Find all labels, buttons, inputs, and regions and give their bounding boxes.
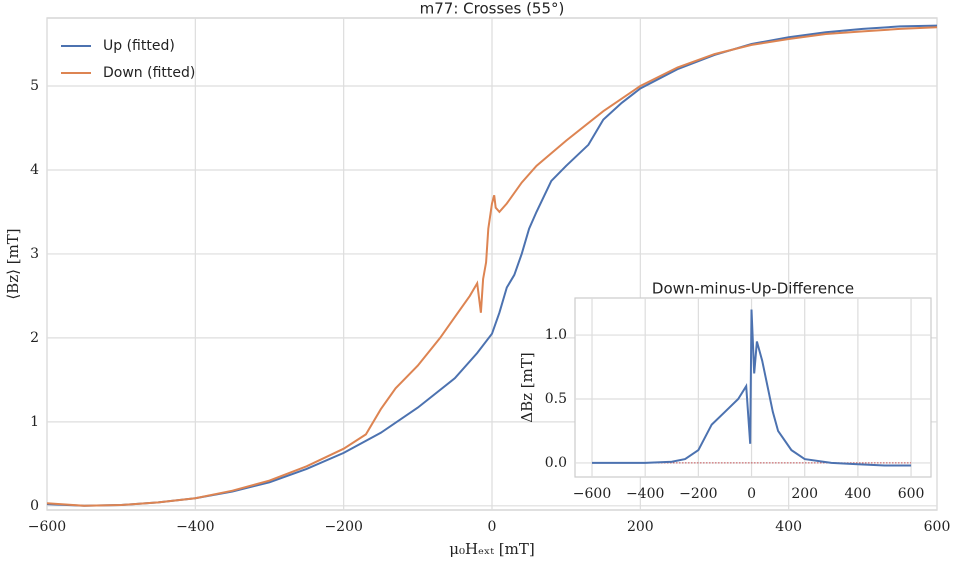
y-tick-label: 3 (30, 246, 39, 262)
y-axis-label: ΔBz [mT] (518, 352, 536, 422)
chart-title: m77: Crosses (55°) (420, 0, 565, 18)
panel: −600 −400 −200 0 200 400 600 0.0 0.5 1.0 Down-minu… (518, 280, 932, 502)
y-tick-label: 5 (30, 78, 39, 94)
x-tick-label: 0 (747, 486, 756, 502)
y-axis-label: ⟨Bz⟩ [mT] (4, 228, 22, 299)
data-line (46, 26, 938, 507)
y-tick-label: 0.5 (545, 391, 567, 407)
x-tick-label: 400 (775, 519, 802, 535)
chart-title: Down-minus-Up-Difference (652, 280, 854, 298)
x-tick-label: 200 (627, 519, 654, 535)
legend-label: Up (fitted) (103, 38, 175, 54)
x-tick-label: 0 (488, 519, 497, 535)
y-tick-label: 1.0 (545, 327, 567, 343)
y-tick-label: 4 (30, 162, 39, 178)
x-tick-label: 200 (791, 486, 818, 502)
data-line (592, 309, 912, 467)
legend-label: Down (fitted) (103, 65, 195, 81)
x-tick-label: −600 (573, 486, 611, 502)
x-tick-label: 600 (898, 486, 925, 502)
x-axis-label: μ₀Hₑₓₜ [mT] (449, 540, 534, 558)
panel: −600 −400 −200 0 200 400 600 0 1 2 3 4 5 m77: Crosses… (4, 0, 950, 558)
x-tick-label: −400 (176, 519, 214, 535)
x-tick-label: −200 (324, 519, 362, 535)
y-tick-label: 1 (30, 414, 39, 430)
x-tick-label: 600 (924, 519, 951, 535)
y-tick-label: 0 (30, 498, 39, 514)
y-tick-label: 2 (30, 330, 39, 346)
x-tick-label: −600 (28, 519, 66, 535)
x-tick-label: 400 (845, 486, 872, 502)
y-tick-label: 0.0 (545, 455, 567, 471)
x-tick-label: −400 (626, 486, 664, 502)
x-tick-label: −200 (679, 486, 717, 502)
